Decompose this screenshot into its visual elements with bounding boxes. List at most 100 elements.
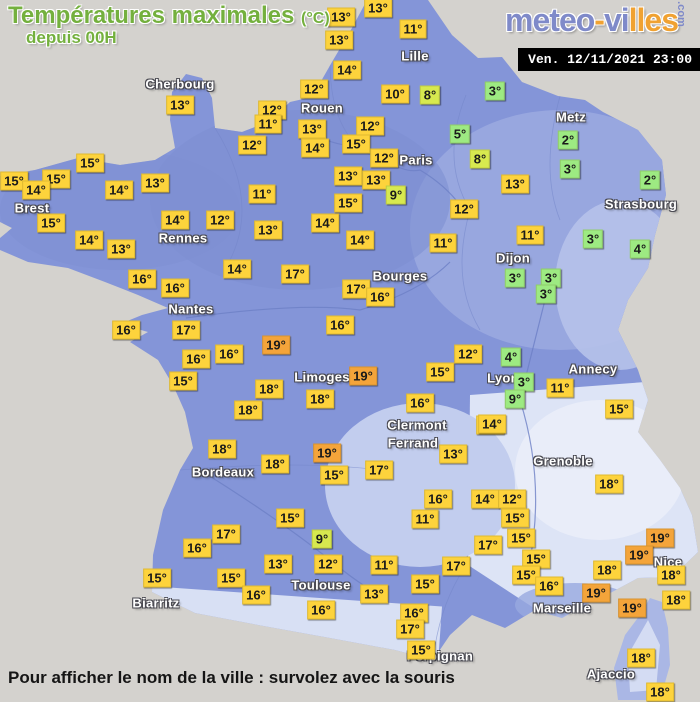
temp-badge[interactable]: 17° <box>396 619 424 639</box>
temp-badge[interactable]: 17° <box>474 535 502 555</box>
temp-badge[interactable]: 18° <box>627 648 655 668</box>
temp-badge[interactable]: 12° <box>370 148 398 168</box>
temp-badge[interactable]: 13° <box>166 95 194 115</box>
temp-badge[interactable]: 13° <box>298 119 326 139</box>
temp-badge[interactable]: 14° <box>105 180 133 200</box>
temp-badge[interactable]: 11° <box>516 225 544 245</box>
temp-badge[interactable]: 16° <box>326 315 354 335</box>
temp-badge[interactable]: 15° <box>605 399 633 419</box>
temp-badge[interactable]: 13° <box>327 7 355 27</box>
temp-badge[interactable]: 13° <box>107 239 135 259</box>
temp-badge[interactable]: 15° <box>320 465 348 485</box>
temp-badge[interactable]: 16° <box>112 320 140 340</box>
temp-badge[interactable]: 16° <box>242 585 270 605</box>
temp-badge[interactable]: 17° <box>281 264 309 284</box>
temp-badge[interactable]: 14° <box>346 230 374 250</box>
temp-badge[interactable]: 11° <box>399 19 427 39</box>
temp-badge[interactable]: 19° <box>618 598 646 618</box>
temp-badge[interactable]: 14° <box>311 213 339 233</box>
temp-badge[interactable]: 4° <box>500 347 522 367</box>
temp-badge[interactable]: 8° <box>469 149 491 169</box>
temp-badge[interactable]: 15° <box>37 213 65 233</box>
temp-badge[interactable]: 12° <box>238 135 266 155</box>
temp-badge[interactable]: 18° <box>646 682 674 702</box>
temp-badge[interactable]: 15° <box>411 574 439 594</box>
temp-badge[interactable]: 12° <box>206 210 234 230</box>
temp-badge[interactable]: 15° <box>76 153 104 173</box>
temp-badge[interactable]: 2° <box>639 170 661 190</box>
temp-badge[interactable]: 15° <box>217 568 245 588</box>
temp-badge[interactable]: 3° <box>535 284 557 304</box>
temp-badge[interactable]: 19° <box>262 335 290 355</box>
temp-badge[interactable]: 16° <box>128 269 156 289</box>
temp-badge[interactable]: 12° <box>450 199 478 219</box>
temp-badge[interactable]: 15° <box>342 134 370 154</box>
temp-badge[interactable]: 16° <box>535 576 563 596</box>
temp-badge[interactable]: 15° <box>522 549 550 569</box>
temp-badge[interactable]: 3° <box>540 268 562 288</box>
temp-badge[interactable]: 16° <box>182 349 210 369</box>
temp-badge[interactable]: 16° <box>406 393 434 413</box>
temp-badge[interactable]: 14° <box>75 230 103 250</box>
temp-badge[interactable]: 14° <box>478 414 506 434</box>
temp-badge[interactable]: 3° <box>504 268 526 288</box>
temp-badge[interactable]: 18° <box>234 400 262 420</box>
temp-badge[interactable]: 3° <box>559 159 581 179</box>
temp-badge[interactable]: 13° <box>334 166 362 186</box>
temp-badge[interactable]: 12° <box>314 554 342 574</box>
temp-badge[interactable]: 13° <box>439 444 467 464</box>
temp-badge[interactable]: 15° <box>276 508 304 528</box>
temp-badge[interactable]: 19° <box>582 583 610 603</box>
temp-badge[interactable]: 12° <box>498 489 526 509</box>
temp-badge[interactable]: 18° <box>595 474 623 494</box>
temp-badge[interactable]: 12° <box>454 344 482 364</box>
temp-badge[interactable]: 16° <box>183 538 211 558</box>
temp-badge[interactable]: 3° <box>513 372 535 392</box>
temp-badge[interactable]: 15° <box>501 508 529 528</box>
meteo-villes-logo[interactable]: meteo-villes .com <box>505 1 687 39</box>
temp-badge[interactable]: 19° <box>313 443 341 463</box>
temp-badge[interactable]: 16° <box>161 278 189 298</box>
temp-badge[interactable]: 4° <box>629 239 651 259</box>
temp-badge[interactable]: 19° <box>646 528 674 548</box>
temp-badge[interactable]: 10° <box>381 84 409 104</box>
temp-badge[interactable]: 14° <box>223 259 251 279</box>
temp-badge[interactable]: 11° <box>370 555 398 575</box>
temp-badge[interactable]: 13° <box>360 584 388 604</box>
temp-badge[interactable]: 16° <box>366 287 394 307</box>
temp-badge[interactable]: 8° <box>419 85 441 105</box>
temp-badge[interactable]: 14° <box>301 138 329 158</box>
temp-badge[interactable]: 19° <box>349 366 377 386</box>
temp-badge[interactable]: 5° <box>449 124 471 144</box>
temp-badge[interactable]: 11° <box>254 114 282 134</box>
temp-badge[interactable]: 15° <box>169 371 197 391</box>
temp-badge[interactable]: 9° <box>385 185 407 205</box>
temp-badge[interactable]: 12° <box>356 116 384 136</box>
temp-badge[interactable]: 15° <box>512 565 540 585</box>
temp-badge[interactable]: 15° <box>143 568 171 588</box>
temp-badge[interactable]: 18° <box>662 590 690 610</box>
temp-badge[interactable]: 14° <box>22 180 50 200</box>
temp-badge[interactable]: 11° <box>411 509 439 529</box>
temp-badge[interactable]: 11° <box>429 233 457 253</box>
temp-badge[interactable]: 15° <box>426 362 454 382</box>
temp-badge[interactable]: 11° <box>248 184 276 204</box>
temp-badge[interactable]: 3° <box>484 81 506 101</box>
temp-badge[interactable]: 13° <box>141 173 169 193</box>
temp-badge[interactable]: 18° <box>657 565 685 585</box>
temp-badge[interactable]: 18° <box>306 389 334 409</box>
temp-badge[interactable]: 13° <box>501 174 529 194</box>
temp-badge[interactable]: 12° <box>300 79 328 99</box>
temp-badge[interactable]: 15° <box>407 640 435 660</box>
temp-badge[interactable]: 17° <box>172 320 200 340</box>
temp-badge[interactable]: 17° <box>212 524 240 544</box>
temp-badge[interactable]: 19° <box>625 545 653 565</box>
temp-badge[interactable]: 9° <box>504 389 526 409</box>
temp-badge[interactable]: 11° <box>546 378 574 398</box>
temp-badge[interactable]: 14° <box>471 489 499 509</box>
temp-badge[interactable]: 18° <box>593 560 621 580</box>
temp-badge[interactable]: 15° <box>507 528 535 548</box>
temp-badge[interactable]: 18° <box>261 454 289 474</box>
temp-badge[interactable]: 17° <box>365 460 393 480</box>
temp-badge[interactable]: 16° <box>215 344 243 364</box>
